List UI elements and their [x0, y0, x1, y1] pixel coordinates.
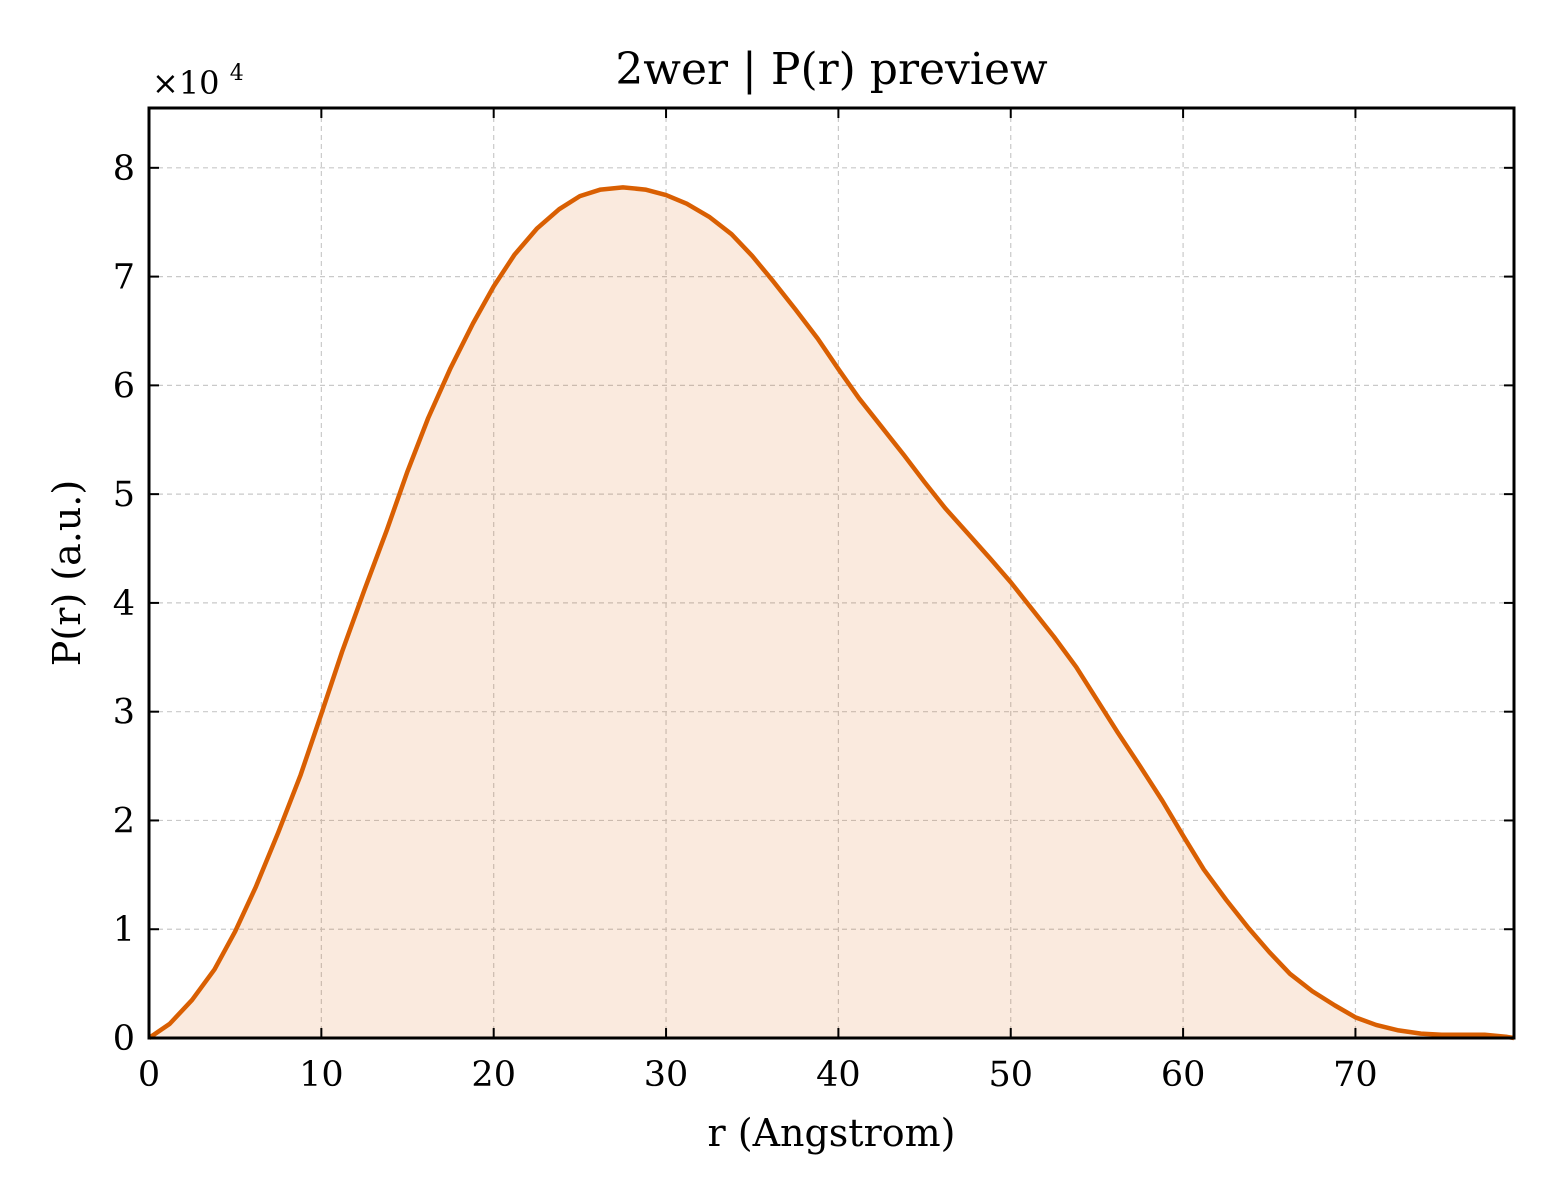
y-tick-label: 5 — [113, 475, 135, 515]
y-tick-label: 8 — [113, 149, 135, 189]
x-tick-label: 70 — [1333, 1055, 1378, 1095]
y-axis-ticks: 0 1 2 3 4 5 6 7 8 — [113, 149, 1514, 1059]
y-tick-label: 2 — [113, 801, 135, 841]
y-axis-offset-label: ×10 4 — [152, 61, 244, 102]
pr-series-line — [147, 185, 1515, 1041]
chart-title: 2wer | P(r) preview — [615, 44, 1048, 95]
x-tick-label: 0 — [138, 1055, 160, 1095]
x-tick-label: 60 — [1161, 1055, 1206, 1095]
x-tick-label: 50 — [988, 1055, 1033, 1095]
x-tick-label: 20 — [471, 1055, 516, 1095]
plot-frame — [147, 106, 1516, 1040]
x-tick-label: 30 — [644, 1055, 689, 1095]
y-axis-label: P(r) (a.u.) — [45, 480, 89, 666]
pr-area-fill — [149, 187, 1514, 1038]
y-tick-label: 0 — [113, 1019, 135, 1059]
y-tick-label: 3 — [113, 693, 135, 733]
grid — [149, 108, 1514, 1038]
x-axis-label: r (Angstrom) — [708, 1111, 956, 1155]
y-offset-exponent: 4 — [230, 61, 244, 86]
x-axis-ticks: 0 10 20 30 40 50 60 70 — [138, 108, 1378, 1095]
y-tick-label: 4 — [113, 584, 135, 624]
y-tick-label: 1 — [113, 910, 135, 950]
x-tick-label: 40 — [816, 1055, 861, 1095]
y-tick-label: 7 — [113, 258, 135, 298]
y-tick-label: 6 — [113, 366, 135, 406]
y-offset-base: ×10 — [152, 64, 220, 102]
x-tick-label: 10 — [299, 1055, 344, 1095]
